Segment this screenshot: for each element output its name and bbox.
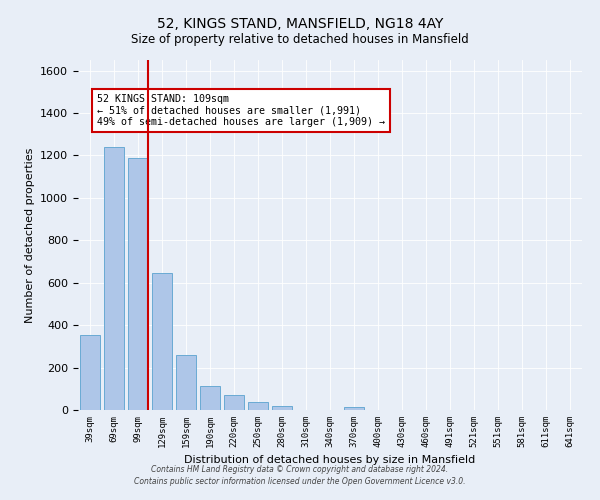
Text: Contains public sector information licensed under the Open Government Licence v3: Contains public sector information licen… — [134, 476, 466, 486]
Bar — [200, 386, 220, 410]
X-axis label: Distribution of detached houses by size in Mansfield: Distribution of detached houses by size … — [184, 456, 476, 466]
Bar — [344, 407, 364, 410]
Bar — [272, 406, 292, 410]
Bar — [80, 334, 100, 410]
Bar — [248, 402, 268, 410]
Text: 52 KINGS STAND: 109sqm
← 51% of detached houses are smaller (1,991)
49% of semi-: 52 KINGS STAND: 109sqm ← 51% of detached… — [97, 94, 385, 127]
Y-axis label: Number of detached properties: Number of detached properties — [25, 148, 35, 322]
Bar — [176, 355, 196, 410]
Text: Contains HM Land Registry data © Crown copyright and database right 2024.: Contains HM Land Registry data © Crown c… — [151, 466, 449, 474]
Text: Size of property relative to detached houses in Mansfield: Size of property relative to detached ho… — [131, 32, 469, 46]
Bar — [224, 395, 244, 410]
Bar — [104, 147, 124, 410]
Bar — [128, 158, 148, 410]
Bar — [152, 273, 172, 410]
Text: 52, KINGS STAND, MANSFIELD, NG18 4AY: 52, KINGS STAND, MANSFIELD, NG18 4AY — [157, 18, 443, 32]
